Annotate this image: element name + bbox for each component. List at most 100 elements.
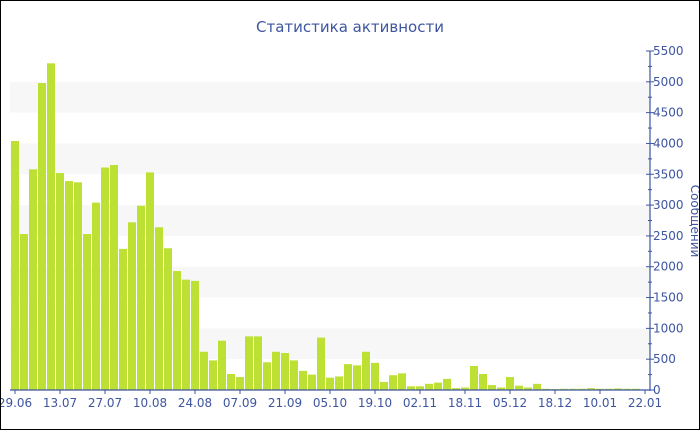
y-tick-label: 1000 bbox=[653, 321, 684, 335]
bar bbox=[20, 234, 28, 390]
bar bbox=[164, 248, 172, 390]
bar bbox=[515, 385, 523, 390]
bar bbox=[308, 374, 316, 390]
bar bbox=[362, 351, 370, 390]
bar bbox=[380, 381, 388, 390]
y-axis: 0 500 1000 1500 2000 2500 3000 3500 4000 4500 5000… bbox=[646, 44, 684, 397]
bar bbox=[209, 360, 217, 390]
x-tick-label: 10.01 bbox=[583, 396, 617, 410]
bar bbox=[623, 388, 631, 390]
x-tick-label: 18.12 bbox=[538, 396, 572, 410]
y-tick-label: 1500 bbox=[653, 291, 684, 305]
bar bbox=[263, 362, 271, 390]
bar bbox=[65, 181, 73, 390]
bar bbox=[443, 378, 451, 390]
bar bbox=[416, 386, 424, 390]
chart-title: Статистика активности bbox=[256, 18, 444, 36]
bar bbox=[146, 172, 154, 390]
x-tick-label: 21.09 bbox=[268, 396, 302, 410]
bar bbox=[317, 337, 325, 390]
x-tick-label: 19.10 bbox=[358, 396, 392, 410]
bar bbox=[128, 222, 136, 390]
bar bbox=[236, 377, 244, 390]
bar bbox=[488, 385, 496, 390]
x-axis: 29.06 13.07 27.07 10.08 24.08 07.09 21.09 05.10… bbox=[1, 389, 662, 410]
bar bbox=[137, 205, 145, 390]
bar bbox=[74, 182, 82, 390]
x-tick-label: 05.10 bbox=[313, 396, 347, 410]
bar bbox=[632, 388, 640, 390]
bar bbox=[533, 383, 541, 390]
x-tick-label: 13.07 bbox=[43, 396, 77, 410]
y-tick-label: 5500 bbox=[653, 44, 684, 58]
bar bbox=[119, 248, 127, 390]
x-tick-label: 24.08 bbox=[178, 396, 212, 410]
bar bbox=[110, 165, 118, 390]
bar bbox=[497, 387, 505, 390]
x-tick-label: 27.07 bbox=[88, 396, 122, 410]
bars bbox=[11, 63, 640, 391]
bar bbox=[299, 370, 307, 390]
y-tick-label: 5000 bbox=[653, 75, 684, 89]
bar bbox=[353, 365, 361, 390]
bar bbox=[29, 169, 37, 390]
bar bbox=[569, 388, 577, 390]
bar bbox=[344, 364, 352, 390]
x-tick-label: 05.12 bbox=[493, 396, 527, 410]
bar bbox=[461, 387, 469, 390]
y-tick-label: 2500 bbox=[653, 229, 684, 243]
x-tick-label: 07.09 bbox=[223, 396, 257, 410]
y-tick-label: 3000 bbox=[653, 198, 684, 212]
bar bbox=[596, 388, 604, 390]
bar bbox=[200, 351, 208, 390]
bar bbox=[560, 388, 568, 390]
bar bbox=[38, 83, 46, 391]
bar bbox=[326, 377, 334, 390]
bar bbox=[389, 375, 397, 390]
bar bbox=[335, 376, 343, 390]
bar bbox=[290, 360, 298, 390]
bar bbox=[452, 388, 460, 390]
x-tick-label: 02.11 bbox=[403, 396, 437, 410]
bar bbox=[56, 173, 64, 390]
y-tick-label: 500 bbox=[653, 352, 676, 366]
bar bbox=[254, 336, 262, 390]
bar bbox=[281, 353, 289, 390]
bar bbox=[524, 387, 532, 390]
bar bbox=[92, 202, 100, 390]
x-tick-label: 22.01 bbox=[628, 396, 662, 410]
y-tick-label: 4000 bbox=[653, 136, 684, 150]
bar bbox=[434, 382, 442, 390]
bar bbox=[587, 388, 595, 390]
x-tick-label: 18.11 bbox=[448, 396, 482, 410]
bar bbox=[218, 340, 226, 390]
bar bbox=[506, 377, 514, 390]
bar bbox=[101, 167, 109, 390]
bar bbox=[11, 140, 19, 390]
bar bbox=[173, 271, 181, 390]
bar bbox=[407, 386, 415, 390]
bar bbox=[227, 373, 235, 390]
bar bbox=[470, 365, 478, 390]
grid-bands bbox=[10, 81, 650, 360]
bar bbox=[614, 388, 622, 390]
y-tick-label: 2000 bbox=[653, 260, 684, 274]
y-tick-label: 4500 bbox=[653, 106, 684, 120]
y-tick-label: 0 bbox=[653, 383, 661, 397]
bar bbox=[398, 373, 406, 390]
bar bbox=[425, 383, 433, 390]
y-tick-label: 3500 bbox=[653, 167, 684, 181]
grid-band bbox=[10, 81, 650, 113]
bar bbox=[191, 280, 199, 390]
bar bbox=[371, 362, 379, 390]
bar bbox=[182, 279, 190, 390]
bar bbox=[47, 63, 55, 391]
bar bbox=[542, 388, 550, 390]
y-axis-label: Сообщений bbox=[688, 185, 699, 258]
bar bbox=[245, 336, 253, 390]
bar bbox=[605, 388, 613, 390]
bar bbox=[272, 351, 280, 390]
x-tick-label: 29.06 bbox=[1, 396, 32, 410]
